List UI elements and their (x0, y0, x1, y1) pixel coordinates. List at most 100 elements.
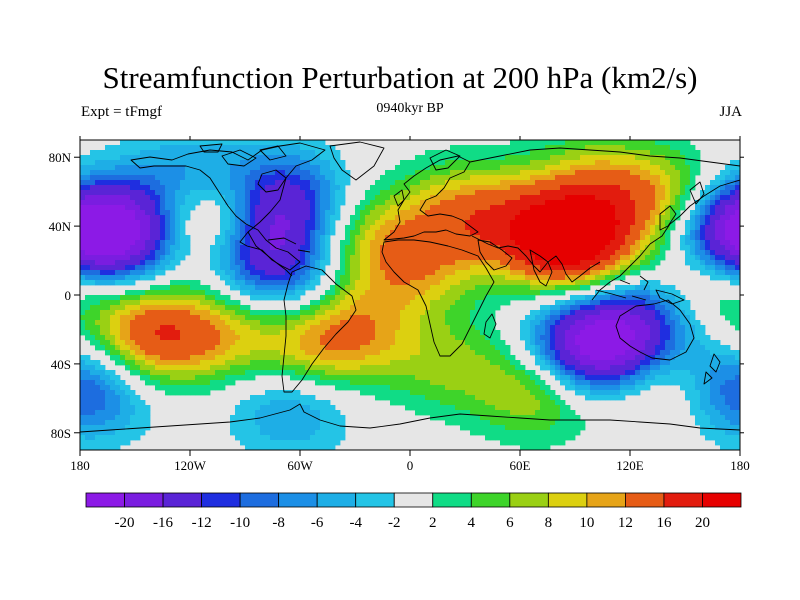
field-cell (355, 245, 361, 251)
field-cell (285, 350, 291, 356)
field-cell (275, 150, 281, 156)
field-cell (560, 360, 566, 366)
field-cell (165, 205, 171, 211)
field-cell (195, 190, 201, 196)
field-cell (235, 355, 241, 361)
field-cell (170, 330, 176, 336)
field-cell (95, 405, 101, 411)
field-cell (545, 180, 551, 186)
field-cell (510, 265, 516, 271)
field-cell (455, 165, 461, 171)
field-cell (500, 260, 506, 266)
field-cell (250, 405, 256, 411)
field-cell (525, 165, 531, 171)
field-cell (415, 295, 421, 301)
field-cell (410, 365, 416, 371)
field-cell (395, 310, 401, 316)
field-cell (440, 280, 446, 286)
field-cell (455, 170, 461, 176)
field-cell (175, 160, 181, 166)
field-cell (105, 160, 111, 166)
field-cell (390, 305, 396, 311)
field-cell (465, 400, 471, 406)
field-cell (85, 445, 91, 450)
field-cell (325, 410, 331, 416)
field-cell (335, 440, 341, 446)
field-cell (445, 260, 451, 266)
field-cell (395, 275, 401, 281)
field-cell (120, 300, 126, 306)
field-cell (555, 420, 561, 426)
field-cell (180, 390, 186, 396)
field-cell (470, 365, 476, 371)
field-cell (540, 275, 546, 281)
field-cell (135, 230, 141, 236)
field-cell (495, 295, 501, 301)
field-cell (110, 440, 116, 446)
field-cell (295, 230, 301, 236)
field-cell (350, 335, 356, 341)
field-cell (360, 345, 366, 351)
field-cell (370, 340, 376, 346)
field-cell (270, 265, 276, 271)
field-cell (380, 270, 386, 276)
field-cell (145, 200, 151, 206)
field-cell (250, 320, 256, 326)
field-cell (285, 440, 291, 446)
field-cell (455, 300, 461, 306)
field-cell (560, 345, 566, 351)
field-cell (480, 390, 486, 396)
field-cell (190, 180, 196, 186)
field-cell (540, 145, 546, 151)
field-cell (275, 325, 281, 331)
field-cell (345, 260, 351, 266)
field-cell (315, 425, 321, 431)
field-cell (490, 375, 496, 381)
field-cell (350, 340, 356, 346)
field-cell (245, 315, 251, 321)
field-cell (500, 220, 506, 226)
field-cell (545, 160, 551, 166)
field-cell (280, 320, 286, 326)
field-cell (180, 280, 186, 286)
field-cell (425, 265, 431, 271)
field-cell (120, 390, 126, 396)
field-cell (335, 425, 341, 431)
field-cell (330, 310, 336, 316)
field-cell (160, 285, 166, 291)
field-cell (125, 240, 131, 246)
field-cell (305, 190, 311, 196)
field-cell (200, 355, 206, 361)
field-cell (220, 360, 226, 366)
field-cell (420, 250, 426, 256)
field-cell (390, 205, 396, 211)
field-cell (200, 190, 206, 196)
field-cell (85, 415, 91, 421)
field-cell (470, 255, 476, 261)
field-cell (330, 215, 336, 221)
field-cell (355, 210, 361, 216)
field-cell (285, 285, 291, 291)
field-cell (405, 205, 411, 211)
field-cell (185, 200, 191, 206)
field-cell (560, 250, 566, 256)
field-cell (460, 185, 466, 191)
field-cell (220, 170, 226, 176)
field-cell (330, 345, 336, 351)
field-cell (115, 435, 121, 441)
field-cell (225, 275, 231, 281)
field-cell (500, 395, 506, 401)
field-cell (550, 360, 556, 366)
field-cell (85, 270, 91, 276)
field-cell (405, 405, 411, 411)
field-cell (470, 385, 476, 391)
field-cell (425, 270, 431, 276)
field-cell (295, 345, 301, 351)
field-cell (175, 230, 181, 236)
field-cell (260, 425, 266, 431)
field-cell (180, 310, 186, 316)
field-cell (380, 190, 386, 196)
field-cell (535, 445, 541, 450)
field-cell (490, 335, 496, 341)
field-cell (140, 150, 146, 156)
